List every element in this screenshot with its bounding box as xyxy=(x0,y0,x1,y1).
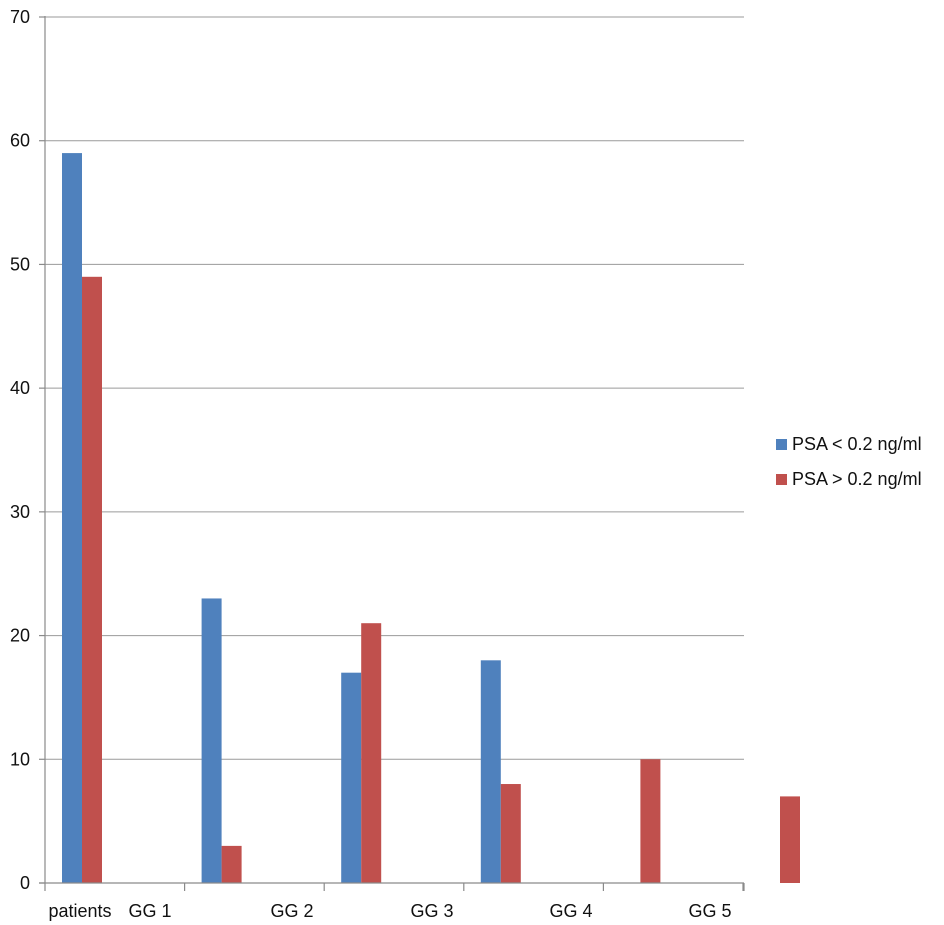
y-tick-label: 50 xyxy=(10,254,30,274)
x-tick-label: GG 1 xyxy=(128,901,171,921)
legend-label: PSA < 0.2 ng/ml xyxy=(792,434,922,454)
x-axis-tick-labels: patients GG 1 GG 2 GG 3 GG 4 GG 5 xyxy=(48,901,731,921)
legend-swatch xyxy=(776,474,787,485)
x-tick-label: GG 4 xyxy=(549,901,592,921)
y-tick-label: 10 xyxy=(10,749,30,769)
x-tick-label: patients xyxy=(48,901,111,921)
bar-psa-above-gg-3 xyxy=(500,784,521,883)
axes xyxy=(39,16,745,891)
y-tick-label: 0 xyxy=(20,873,30,893)
y-tick-label: 40 xyxy=(10,378,30,398)
bar-psa-below-gg-2 xyxy=(341,672,362,883)
bar-psa-above-gg-4 xyxy=(640,759,661,883)
y-tick-label: 60 xyxy=(10,131,30,151)
y-tick-label: 70 xyxy=(10,7,30,27)
bar-psa-below-patients xyxy=(62,153,82,884)
bar-psa-below-gg-1 xyxy=(201,598,222,883)
bar-psa-above-gg-2 xyxy=(361,623,382,883)
y-tick-label: 20 xyxy=(10,626,30,646)
bar-psa-above-patients xyxy=(82,276,102,883)
bar-psa-above-gg-1 xyxy=(221,845,242,883)
legend-item: PSA < 0.2 ng/ml xyxy=(776,434,922,454)
y-tick-label: 30 xyxy=(10,502,30,522)
x-tick-label: GG 2 xyxy=(270,901,313,921)
legend: PSA < 0.2 ng/ml PSA > 0.2 ng/ml xyxy=(776,434,922,489)
y-axis-tick-labels: 0 10 20 30 40 50 60 70 xyxy=(10,7,30,893)
bar-psa-below-gg-3 xyxy=(480,660,501,883)
legend-label: PSA > 0.2 ng/ml xyxy=(792,469,922,489)
legend-swatch xyxy=(776,439,787,450)
x-tick-label: GG 5 xyxy=(688,901,731,921)
legend-item: PSA > 0.2 ng/ml xyxy=(776,469,922,489)
bar-psa-above-gg-5 xyxy=(780,796,800,883)
gridlines xyxy=(45,16,744,760)
bars xyxy=(62,153,800,884)
x-tick-label: GG 3 xyxy=(410,901,453,921)
